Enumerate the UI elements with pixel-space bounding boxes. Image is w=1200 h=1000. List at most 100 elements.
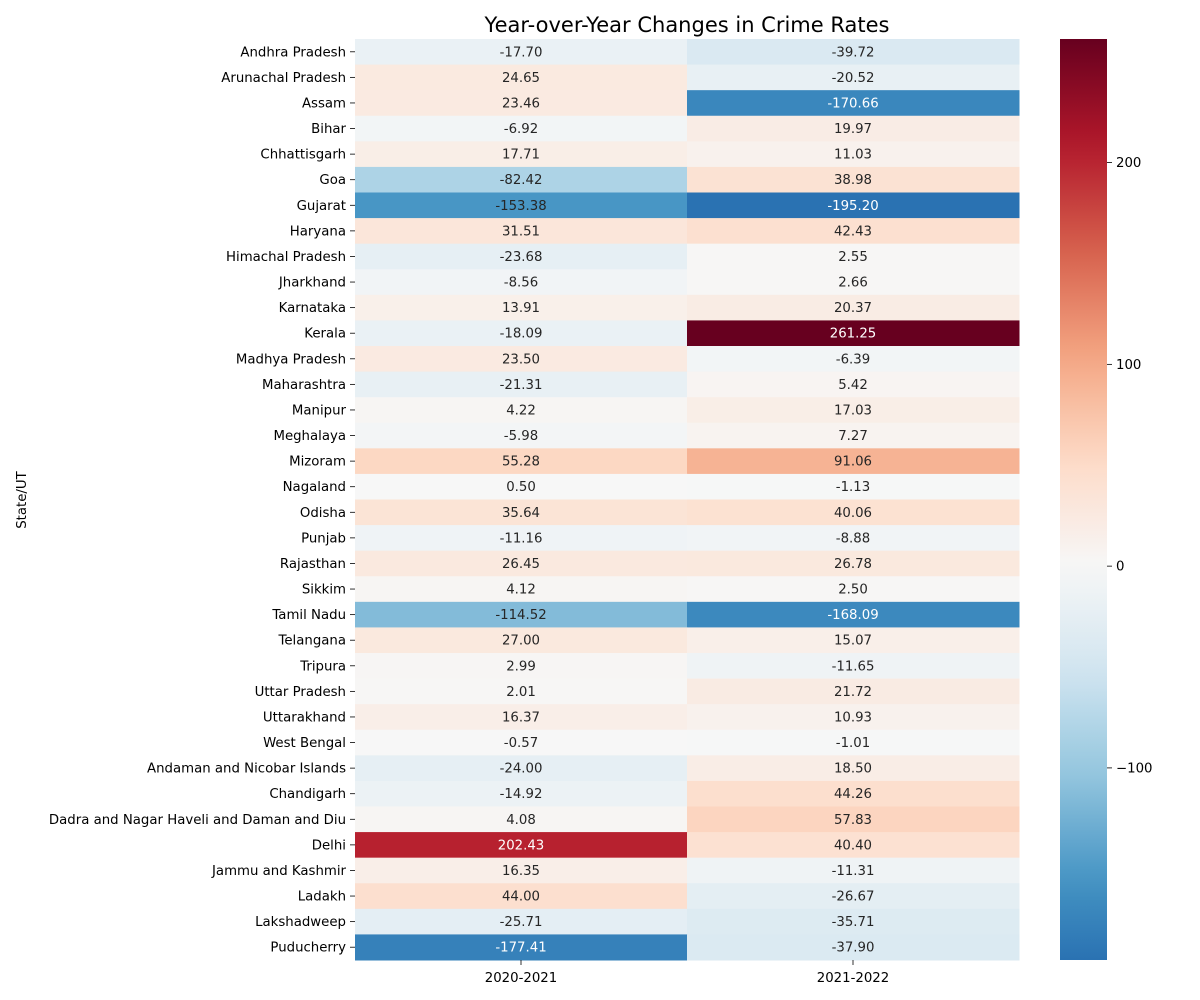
cell-value-label: 55.28 — [502, 455, 540, 470]
heatmap-cell — [355, 550, 688, 577]
row-label: Chhattisgarh — [260, 148, 346, 163]
heatmap-cell — [355, 64, 688, 91]
cell-value-label: -195.20 — [827, 199, 878, 214]
cell-value-label: -11.65 — [832, 659, 875, 674]
row-label: Madhya Pradesh — [236, 352, 346, 367]
cell-value-label: -37.90 — [832, 941, 875, 956]
row-label: Delhi — [312, 838, 346, 853]
cell-value-label: -25.71 — [500, 915, 543, 930]
cell-value-label: 26.45 — [502, 557, 540, 572]
heatmap-cell — [687, 499, 1020, 526]
heatmap-cell — [687, 806, 1020, 833]
cell-value-label: -114.52 — [495, 608, 546, 623]
heatmap-cell — [687, 320, 1020, 347]
heatmap-cell — [355, 422, 688, 449]
cell-value-label: 11.03 — [834, 148, 872, 163]
row-label: Goa — [319, 173, 346, 188]
row-label: Rajasthan — [280, 557, 346, 572]
cell-value-label: 2.99 — [506, 659, 536, 674]
heatmap-cell — [355, 729, 688, 756]
row-label: Arunachal Pradesh — [221, 71, 346, 86]
cell-value-label: 40.06 — [834, 506, 872, 521]
cell-value-label: -0.57 — [504, 736, 538, 751]
heatmap-cell — [687, 908, 1020, 935]
cell-value-label: -35.71 — [832, 915, 875, 930]
colorbar: −100 0 100 200 — [1060, 39, 1153, 960]
row-label: Karnataka — [279, 301, 346, 316]
heatmap-cell — [687, 294, 1020, 321]
row-label: Dadra and Nagar Haveli and Daman and Diu — [49, 813, 346, 828]
heatmap-cell — [355, 780, 688, 807]
heatmap-cell — [687, 243, 1020, 270]
heatmap-cell — [355, 141, 688, 168]
row-label: Sikkim — [302, 583, 346, 598]
heatmap-cell — [687, 883, 1020, 910]
heatmap-cells: -17.70 -39.72 24.65 -20.52 23.46 -170.66 -6.92… — [355, 39, 1020, 961]
cell-value-label: 26.78 — [834, 557, 872, 572]
row-label: Tamil Nadu — [271, 608, 346, 623]
cell-value-label: 19.97 — [834, 122, 872, 137]
heatmap-cell — [355, 320, 688, 347]
heatmap-cell — [355, 806, 688, 833]
cell-value-label: -6.92 — [504, 122, 538, 137]
cell-value-label: -1.01 — [836, 736, 870, 751]
heatmap-cell — [687, 141, 1020, 168]
y-axis-label: State/UT — [15, 470, 30, 528]
cell-value-label: 0.50 — [506, 480, 536, 495]
row-label: Ladakh — [298, 890, 346, 905]
heatmap-cell — [687, 371, 1020, 398]
heatmap-cell — [687, 218, 1020, 245]
row-label: Tripura — [299, 659, 346, 674]
heatmap-cell — [687, 550, 1020, 577]
cell-value-label: -26.67 — [832, 890, 875, 905]
heatmap-cell — [687, 704, 1020, 731]
cell-value-label: 4.08 — [506, 813, 536, 828]
heatmap-cell — [687, 90, 1020, 117]
cell-value-label: 31.51 — [502, 224, 540, 239]
row-label: Punjab — [301, 531, 346, 546]
row-label: Andaman and Nicobar Islands — [147, 762, 346, 777]
heatmap-cell — [355, 653, 688, 680]
heatmap-cell — [687, 192, 1020, 219]
cell-value-label: -11.16 — [500, 531, 543, 546]
row-label: Telangana — [278, 634, 346, 649]
cell-value-label: -153.38 — [495, 199, 546, 214]
heatmap-cell — [355, 192, 688, 219]
row-label: Assam — [302, 96, 346, 111]
cell-value-label: -20.52 — [832, 71, 875, 86]
cell-value-label: 4.22 — [506, 403, 536, 418]
cell-value-label: 15.07 — [834, 634, 872, 649]
heatmap-cell — [687, 269, 1020, 296]
cell-value-label: 16.37 — [502, 710, 540, 725]
cell-value-label: -8.88 — [836, 531, 870, 546]
cell-value-label: 2.66 — [838, 276, 868, 291]
heatmap-cell — [687, 653, 1020, 680]
row-label: Chandigarh — [269, 787, 346, 802]
row-labels: Andhra Pradesh Arunachal Pradesh Assam Biha… — [49, 45, 355, 956]
heatmap-cell — [687, 448, 1020, 475]
heatmap-cell — [355, 499, 688, 526]
cell-value-label: 17.71 — [502, 148, 540, 163]
heatmap-cell — [687, 601, 1020, 628]
colorbar-tick-label: 100 — [1116, 358, 1141, 373]
heatmap-cell — [687, 729, 1020, 756]
row-label: Odisha — [300, 506, 346, 521]
cell-value-label: -18.09 — [500, 327, 543, 342]
row-label: Jharkhand — [278, 276, 346, 291]
cell-value-label: 21.72 — [834, 685, 872, 700]
row-label: West Bengal — [263, 736, 346, 751]
cell-value-label: 13.91 — [502, 301, 540, 316]
heatmap-cell — [687, 473, 1020, 500]
row-label: Uttarakhand — [263, 710, 346, 725]
heatmap-cell — [687, 857, 1020, 884]
cell-value-label: -82.42 — [500, 173, 543, 188]
heatmap-cell — [687, 678, 1020, 705]
heatmap-cell — [355, 601, 688, 628]
cell-value-label: 24.65 — [502, 71, 540, 86]
heatmap-cell — [687, 832, 1020, 859]
cell-value-label: -6.39 — [836, 352, 870, 367]
cell-value-label: 16.35 — [502, 864, 540, 879]
heatmap-cell — [687, 346, 1020, 373]
row-label: Kerala — [304, 327, 346, 342]
